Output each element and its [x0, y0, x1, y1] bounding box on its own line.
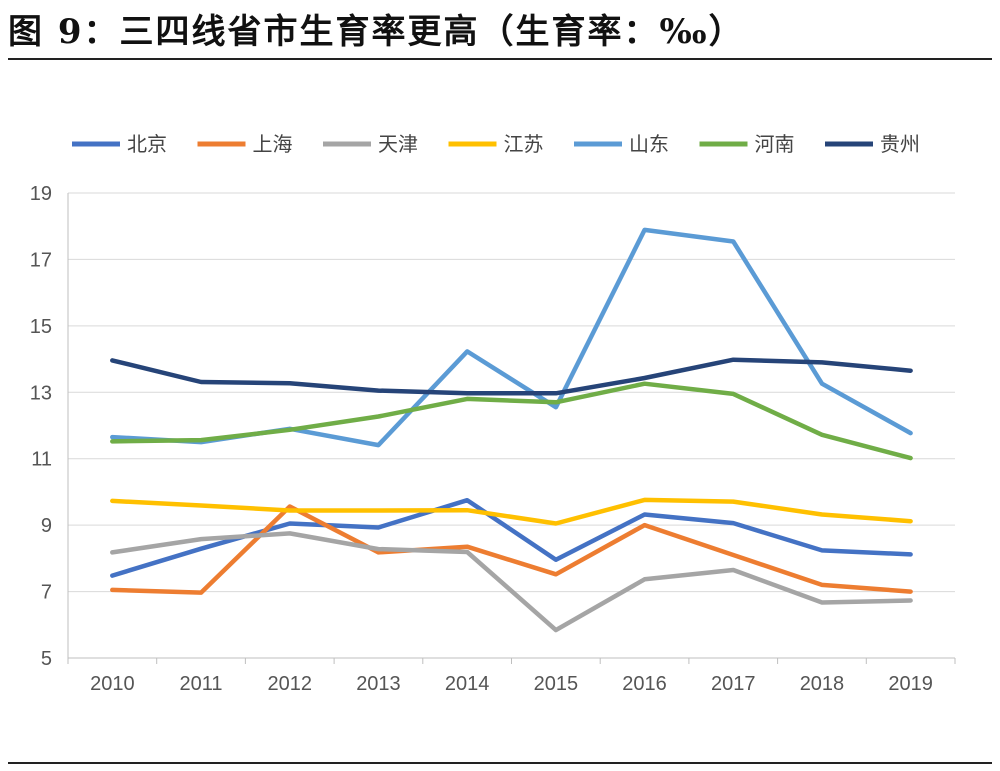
legend-item: 北京 — [72, 132, 167, 156]
legend-label: 河南 — [755, 132, 795, 156]
y-tick-label: 7 — [41, 582, 52, 604]
legend-label: 天津 — [378, 132, 418, 156]
y-tick-label: 5 — [41, 648, 52, 670]
x-tick-label: 2013 — [356, 673, 401, 695]
y-tick-label: 9 — [41, 515, 52, 537]
series-line-3 — [110, 497, 913, 526]
series-line-2 — [110, 531, 913, 633]
y-tick-label: 13 — [30, 382, 52, 404]
legend-item: 江苏 — [448, 132, 544, 156]
series-line-1 — [110, 504, 913, 595]
series-line-6 — [110, 357, 913, 396]
legend-item: 上海 — [197, 132, 293, 156]
legend: 北京 上海 天津 江苏 山东 河南 贵州 — [72, 132, 920, 156]
title-divider — [8, 58, 992, 60]
legend-item: 河南 — [699, 132, 795, 156]
x-tick-label: 2011 — [180, 673, 223, 695]
y-axis-ticks: 5 7 9 11 13 15 17 19 — [30, 183, 52, 670]
legend-label: 江苏 — [504, 132, 544, 156]
legend-label: 上海 — [253, 132, 293, 156]
series-lines — [110, 227, 913, 633]
x-tick-label: 2012 — [268, 673, 313, 695]
x-tick-label: 2018 — [800, 673, 845, 695]
x-tick-label: 2019 — [888, 673, 933, 695]
y-tick-label: 15 — [30, 316, 52, 338]
x-tick-label: 2014 — [445, 673, 490, 695]
figure-title: 图 9：三四线省市生育率更高（生育率：‰） — [8, 12, 745, 52]
y-tick-label: 11 — [31, 449, 52, 471]
x-tick-label: 2015 — [534, 673, 579, 695]
x-tick-label: 2010 — [90, 673, 135, 695]
y-tick-label: 19 — [30, 183, 52, 205]
y-tick-label: 17 — [30, 249, 52, 271]
series-line-4 — [110, 227, 913, 448]
x-axis-ticks: 2010 2011 2012 2013 2014 2015 2016 2017 2018 2019 — [67, 658, 956, 695]
gridlines — [68, 192, 955, 593]
legend-label: 山东 — [629, 132, 669, 156]
x-tick-label: 2016 — [622, 673, 667, 695]
legend-item: 天津 — [323, 132, 418, 156]
x-tick-label: 2017 — [711, 673, 756, 695]
legend-label: 贵州 — [880, 132, 920, 156]
series-line-5 — [110, 381, 913, 461]
legend-item: 贵州 — [825, 132, 920, 156]
legend-label: 北京 — [127, 132, 167, 156]
bottom-divider — [8, 762, 992, 764]
legend-item: 山东 — [574, 132, 669, 156]
